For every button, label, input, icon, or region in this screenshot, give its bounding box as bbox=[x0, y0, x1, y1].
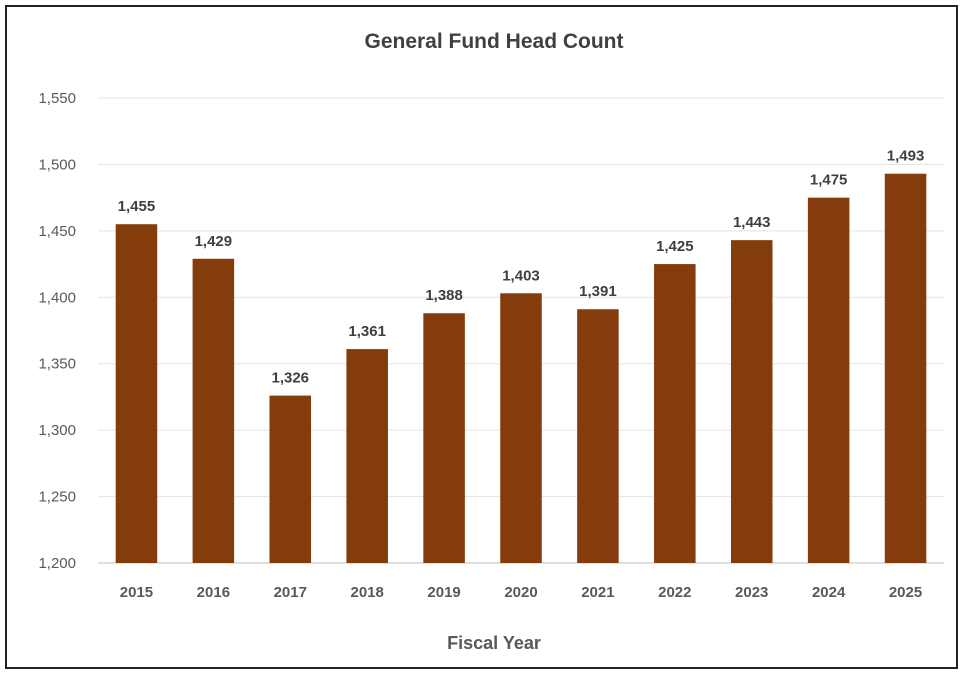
bar-2024 bbox=[807, 197, 850, 563]
y-tick-label: 1,200 bbox=[38, 555, 76, 572]
data-label: 1,361 bbox=[348, 323, 386, 340]
data-labels: 1,455 1,429 1,326 1,361 1,388 1,403 1,391 1,425… bbox=[118, 148, 925, 387]
data-label: 1,493 bbox=[887, 148, 925, 165]
bar-2021 bbox=[577, 309, 619, 563]
bars bbox=[115, 173, 927, 563]
y-tick-label: 1,250 bbox=[38, 489, 76, 506]
bar-2023 bbox=[730, 240, 773, 563]
x-tick-label: 2020 bbox=[504, 584, 537, 601]
bar-2015 bbox=[115, 224, 158, 563]
data-label: 1,429 bbox=[195, 233, 233, 250]
y-tick-label: 1,450 bbox=[38, 223, 76, 240]
data-label: 1,475 bbox=[810, 172, 848, 189]
chart-frame bbox=[5, 5, 958, 669]
bar-2025 bbox=[884, 173, 927, 563]
y-tick-label: 1,400 bbox=[38, 289, 76, 306]
x-tick-label: 2022 bbox=[658, 584, 691, 601]
data-label: 1,388 bbox=[425, 287, 463, 304]
bar-2019 bbox=[423, 313, 465, 563]
x-tick-label: 2018 bbox=[350, 584, 383, 601]
bar-2022 bbox=[654, 264, 696, 563]
x-tick-label: 2016 bbox=[197, 584, 230, 601]
bar-2016 bbox=[192, 258, 235, 563]
x-tick-label: 2021 bbox=[581, 584, 614, 601]
data-label: 1,455 bbox=[118, 198, 156, 215]
x-axis-title: Fiscal Year bbox=[447, 633, 541, 653]
y-axis-ticks: 1,200 1,250 1,300 1,350 1,400 1,450 1,500 1,550 bbox=[38, 90, 76, 572]
x-axis-ticks: 2015 2016 2017 2018 2019 2020 2021 2022 2023 2024… bbox=[120, 584, 922, 601]
data-label: 1,425 bbox=[656, 238, 694, 255]
y-tick-label: 1,500 bbox=[38, 156, 76, 173]
bar-2020 bbox=[500, 293, 542, 563]
y-tick-label: 1,550 bbox=[38, 90, 76, 107]
y-tick-label: 1,300 bbox=[38, 422, 76, 439]
data-label: 1,403 bbox=[502, 267, 540, 284]
data-label: 1,391 bbox=[579, 283, 617, 300]
y-tick-label: 1,350 bbox=[38, 356, 76, 373]
bar-2017 bbox=[269, 395, 312, 563]
chart-title: General Fund Head Count bbox=[364, 30, 623, 53]
x-tick-label: 2024 bbox=[812, 584, 846, 601]
data-label: 1,326 bbox=[271, 370, 309, 387]
x-tick-label: 2025 bbox=[889, 584, 922, 601]
x-tick-label: 2023 bbox=[735, 584, 768, 601]
x-tick-label: 2015 bbox=[120, 584, 153, 601]
x-tick-label: 2017 bbox=[274, 584, 307, 601]
data-label: 1,443 bbox=[733, 214, 771, 231]
bar-2018 bbox=[346, 349, 388, 563]
x-tick-label: 2019 bbox=[427, 584, 460, 601]
